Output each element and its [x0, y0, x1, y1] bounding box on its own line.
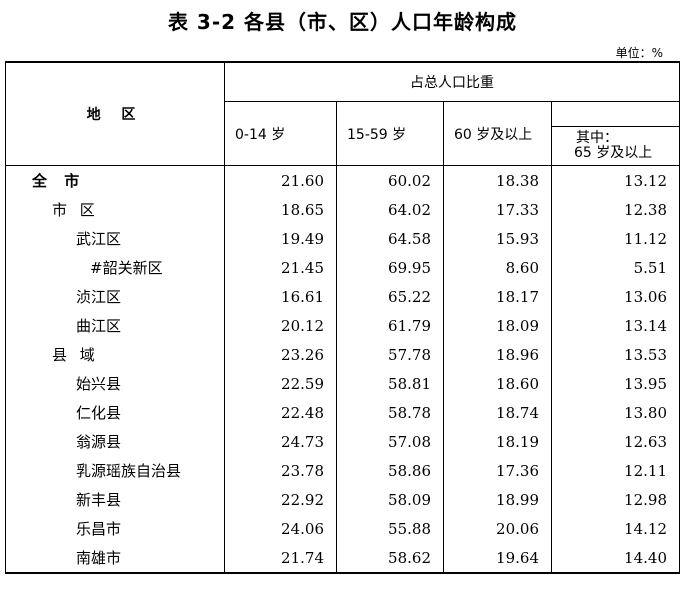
- cell-65-plus: 5.51: [551, 253, 680, 282]
- cell-60-plus: 18.19: [443, 427, 552, 456]
- row-region-name: 南雄市: [5, 543, 225, 573]
- cell-65-plus: 14.12: [551, 514, 680, 543]
- cell-65-plus: 12.63: [551, 427, 680, 456]
- cell-60-plus: 17.33: [443, 195, 552, 224]
- cell-60-plus: 17.36: [443, 456, 552, 485]
- table-row: 曲江区 20.12 61.79 18.09 13.14: [5, 311, 680, 340]
- cell-15-59: 58.78: [336, 398, 444, 427]
- row-region-name: 武江区: [5, 224, 225, 253]
- cell-65-plus: 12.11: [551, 456, 680, 485]
- table-title: 表 3-2 各县（市、区）人口年龄构成: [167, 10, 518, 34]
- table-row: 翁源县 24.73 57.08 18.19 12.63: [5, 427, 680, 456]
- table-row: 武江区 19.49 64.58 15.93 11.12: [5, 224, 680, 253]
- cell-15-59: 58.09: [336, 485, 444, 514]
- row-region-name: 县 域: [5, 340, 225, 369]
- cell-0-14: 22.48: [224, 398, 337, 427]
- cell-65-plus: 13.80: [551, 398, 680, 427]
- table-row: 乳源瑶族自治县 23.78 58.86 17.36 12.11: [5, 456, 680, 485]
- header-col-65-plus: 其中： 65 岁及以上: [551, 101, 680, 166]
- cell-0-14: 23.26: [224, 340, 337, 369]
- cell-65-plus: 12.98: [551, 485, 680, 514]
- header-col-65-line1: 其中：: [576, 130, 618, 146]
- cell-0-14: 21.74: [224, 543, 337, 573]
- cell-65-plus: 13.06: [551, 282, 680, 311]
- row-region-name: 新丰县: [5, 485, 225, 514]
- row-region-name: 乐昌市: [5, 514, 225, 543]
- cell-65-plus: 13.14: [551, 311, 680, 340]
- cell-0-14: 21.60: [224, 165, 337, 195]
- table-row: 县 域 23.26 57.78 18.96 13.53: [5, 340, 680, 369]
- cell-15-59: 58.86: [336, 456, 444, 485]
- row-region-name: 全 市: [5, 165, 225, 195]
- cell-0-14: 24.73: [224, 427, 337, 456]
- cell-65-plus: 12.38: [551, 195, 680, 224]
- cell-60-plus: 18.17: [443, 282, 552, 311]
- row-region-name: 翁源县: [5, 427, 225, 456]
- cell-60-plus: 18.38: [443, 165, 552, 195]
- row-region-name: #韶关新区: [5, 253, 225, 282]
- cell-65-plus: 13.53: [551, 340, 680, 369]
- row-region-name: 市 区: [5, 195, 225, 224]
- cell-60-plus: 19.64: [443, 543, 552, 573]
- table-row: #韶关新区 21.45 69.95 8.60 5.51: [5, 253, 680, 282]
- table-row: 市 区 18.65 64.02 17.33 12.38: [5, 195, 680, 224]
- cell-15-59: 55.88: [336, 514, 444, 543]
- cell-65-plus: 14.40: [551, 543, 680, 573]
- table-row: 新丰县 22.92 58.09 18.99 12.98: [5, 485, 680, 514]
- cell-0-14: 22.59: [224, 369, 337, 398]
- cell-15-59: 58.62: [336, 543, 444, 573]
- table-row: 全 市 21.60 60.02 18.38 13.12: [5, 165, 680, 195]
- cell-60-plus: 18.60: [443, 369, 552, 398]
- cell-65-plus: 11.12: [551, 224, 680, 253]
- cell-15-59: 61.79: [336, 311, 444, 340]
- header-col-0-14: 0-14 岁: [224, 101, 337, 166]
- cell-60-plus: 18.96: [443, 340, 552, 369]
- cell-0-14: 16.61: [224, 282, 337, 311]
- row-region-name: 曲江区: [5, 311, 225, 340]
- unit-label: 单位：%: [615, 46, 663, 60]
- cell-15-59: 64.58: [336, 224, 444, 253]
- cell-60-plus: 15.93: [443, 224, 552, 253]
- cell-60-plus: 18.74: [443, 398, 552, 427]
- table-row: 始兴县 22.59 58.81 18.60 13.95: [5, 369, 680, 398]
- cell-60-plus: 18.99: [443, 485, 552, 514]
- row-region-name: 始兴县: [5, 369, 225, 398]
- header-col-60-plus: 60 岁及以上: [443, 101, 552, 166]
- cell-15-59: 57.08: [336, 427, 444, 456]
- table-row: 乐昌市 24.06 55.88 20.06 14.12: [5, 514, 680, 543]
- cell-60-plus: 8.60: [443, 253, 552, 282]
- table-row: 南雄市 21.74 58.62 19.64 14.40: [5, 543, 680, 573]
- cell-0-14: 24.06: [224, 514, 337, 543]
- cell-15-59: 58.81: [336, 369, 444, 398]
- row-region-name: 乳源瑶族自治县: [5, 456, 225, 485]
- row-region-name: 仁化县: [5, 398, 225, 427]
- cell-0-14: 22.92: [224, 485, 337, 514]
- cell-15-59: 60.02: [336, 165, 444, 195]
- header-group: 占总人口比重: [224, 61, 680, 102]
- cell-60-plus: 18.09: [443, 311, 552, 340]
- cell-60-plus: 20.06: [443, 514, 552, 543]
- table-row: 浈江区 16.61 65.22 18.17 13.06: [5, 282, 680, 311]
- cell-0-14: 18.65: [224, 195, 337, 224]
- cell-0-14: 21.45: [224, 253, 337, 282]
- cell-65-plus: 13.12: [551, 165, 680, 195]
- cell-0-14: 19.49: [224, 224, 337, 253]
- cell-15-59: 65.22: [336, 282, 444, 311]
- row-region-name: 浈江区: [5, 282, 225, 311]
- header-col-65-line2: 65 岁及以上: [574, 145, 653, 161]
- header-col-15-59: 15-59 岁: [336, 101, 444, 166]
- cell-15-59: 64.02: [336, 195, 444, 224]
- cell-15-59: 57.78: [336, 340, 444, 369]
- cell-0-14: 20.12: [224, 311, 337, 340]
- cell-65-plus: 13.95: [551, 369, 680, 398]
- header-region: 地 区: [5, 61, 225, 166]
- cell-0-14: 23.78: [224, 456, 337, 485]
- table-row: 仁化县 22.48 58.78 18.74 13.80: [5, 398, 680, 427]
- cell-15-59: 69.95: [336, 253, 444, 282]
- population-age-table: 地 区 占总人口比重 0-14 岁 15-59 岁 60 岁及以上 其中： 65…: [5, 61, 680, 574]
